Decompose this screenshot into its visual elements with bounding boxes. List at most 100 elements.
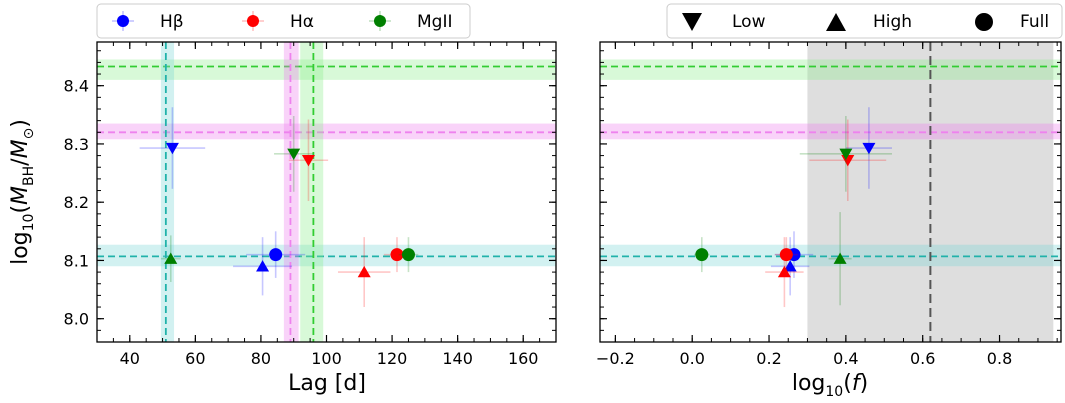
legend-low-label: Low [732,12,766,32]
right-legend-frame [666,3,1063,39]
right-x-axis-label-close: ) [860,371,869,396]
right-x-axis-label-log: log [792,371,826,396]
marker-halpha-high [777,265,791,278]
marker-hbeta-high [256,260,270,272]
left-legend: Hβ Hα MgII [96,3,471,39]
left-panel: 40 60 80 100 120 140 160 8.0 8.1 8.2 8.3 8.4 log10(… [8,3,557,396]
xtick-label-100: 100 [311,349,342,368]
legend-mgii-marker [374,15,386,27]
right-axis-ticks: −0.2 0.0 0.2 0.4 0.6 0.8 [596,42,1061,368]
xtick-label-0-4: 0.4 [833,349,858,368]
left-reference-bands [97,42,556,342]
xtick-label-60: 60 [185,349,205,368]
marker-hbeta-high [783,260,797,272]
marker-mgii-high [164,252,178,264]
legend-hbeta-label: Hβ [160,12,184,32]
legend-halpha-marker [247,15,259,27]
y-axis-label-sun: ⊙ [21,128,37,140]
ytick-label-8-3: 8.3 [64,135,89,154]
legend-entry-low: Low [682,12,766,32]
xtick-label-160: 160 [508,349,539,368]
ytick-label-8-4: 8.4 [64,77,89,96]
marker-hbeta-low [165,142,179,155]
y-axis-label-m2: M [8,139,33,158]
hband-1 [600,123,1061,140]
left-data-marks [139,107,419,308]
point-mgii-full [398,237,419,273]
right-panel: −0.2 0.0 0.2 0.4 0.6 0.8 log10(f) Low High Fu… [596,3,1063,400]
right-legend: Low High Full [666,3,1063,39]
xtick-label-0-0: 0.0 [679,349,704,368]
xtick-label-40: 40 [120,349,140,368]
right-data-marks [694,107,892,308]
point-hbeta-low [845,107,892,189]
xtick-label-minus0-2: −0.2 [596,349,635,368]
hband-1 [97,123,556,140]
point-mgii-full [694,237,710,273]
legend-halpha-label: Hα [290,12,314,32]
hband-0 [97,59,556,80]
y-axis-label-m: M [8,186,33,205]
marker-hbeta-low [862,142,876,155]
xtick-label-120: 120 [377,349,408,368]
point-hbeta-high [233,237,293,296]
marker-halpha-full [390,248,404,262]
hband-0 [600,59,1061,80]
xtick-label-80: 80 [251,349,271,368]
y-axis-label-log: log [8,231,33,265]
legend-entry-mgii: MgII [369,11,453,32]
ytick-label-8-1: 8.1 [64,251,89,270]
legend-high-label: High [873,12,912,32]
xtick-label-140: 140 [442,349,473,368]
y-axis-label-bh: BH [21,166,37,186]
marker-mgii-full [401,248,415,262]
legend-low-marker [682,13,702,31]
right-x-axis-label-sub: 10 [825,384,843,400]
y-axis-label-sub: 10 [21,214,37,232]
point-halpha-low [809,119,887,202]
marker-mgii-low [839,148,853,161]
marker-halpha-high [357,265,371,278]
marker-hbeta-full [269,248,283,262]
legend-entry-high: High [826,12,912,32]
vband-0 [160,42,175,342]
legend-hbeta-marker [117,15,129,27]
point-halpha-full [774,237,798,273]
y-axis-label-open: ( [8,205,33,214]
left-x-axis-label: Lag [d] [288,371,366,396]
right-plot-frame [599,41,1062,343]
point-mgii-high [160,235,181,282]
right-x-axis-label-f: f [852,371,863,396]
legend-entry-halpha: Hα [242,11,314,32]
y-axis-label-close: ) [8,119,33,128]
xtick-label-0-6: 0.6 [910,349,935,368]
right-x-axis-label-open: ( [843,371,852,396]
marker-mgii-high [833,252,847,264]
point-halpha-low [288,119,329,202]
left-axis-ticks: 40 60 80 100 120 140 160 8.0 8.1 8.2 8.3 8.4 [64,42,557,368]
right-x-axis-label: log10(f) [792,371,868,400]
legend-entry-full: Full [975,12,1049,32]
marker-mgii-full [695,248,709,262]
point-mgii-low [799,115,892,192]
marker-halpha-low [841,155,855,167]
xtick-label-0-8: 0.8 [987,349,1012,368]
point-hbeta-low [139,107,206,189]
xtick-label-0-2: 0.2 [756,349,781,368]
left-legend-frame [96,3,471,39]
legend-high-marker [826,13,846,31]
vband-2 [300,42,324,342]
ytick-label-8-0: 8.0 [64,310,89,329]
marker-halpha-full [779,248,793,262]
point-hbeta-high [770,237,810,296]
y-axis-label-slash: / [8,158,33,166]
y-axis-label: log10(MBH/M⊙) [8,119,37,265]
legend-full-marker [975,13,993,31]
marker-mgii-low [287,148,301,161]
point-mgii-low [274,115,314,192]
marker-halpha-low [301,155,315,167]
hband-2 [600,244,1061,267]
hband-2 [97,244,556,267]
ytick-label-8-2: 8.2 [64,193,89,212]
